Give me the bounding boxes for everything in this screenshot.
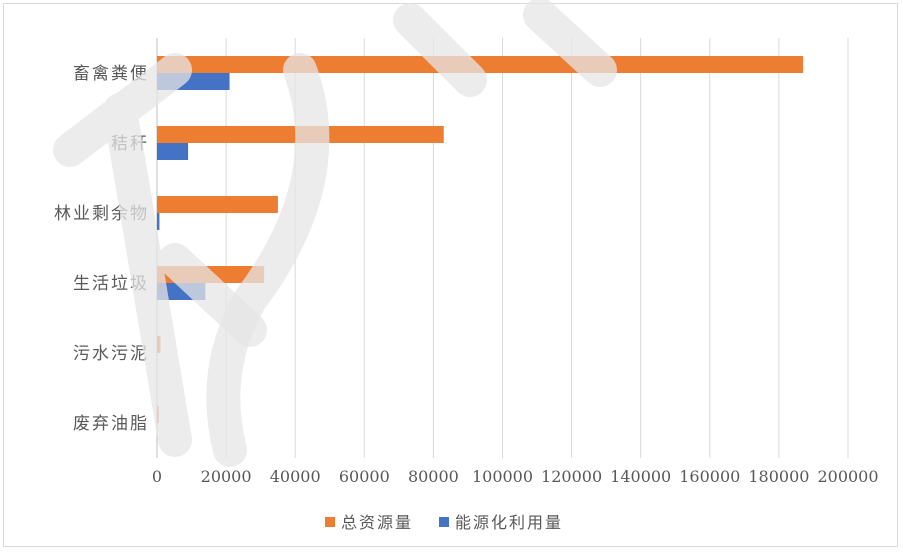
x-tick-label: 80000 bbox=[408, 467, 459, 486]
bar-energy-2 bbox=[157, 213, 160, 230]
category-label: 污水污泥 bbox=[73, 344, 149, 364]
watermark bbox=[53, 0, 617, 467]
x-tick-label: 20000 bbox=[201, 467, 252, 486]
category-label: 废弃油脂 bbox=[73, 414, 149, 434]
x-tick-label: 0 bbox=[152, 467, 162, 486]
legend-label: 总资源量 bbox=[341, 513, 413, 532]
x-tick-label: 160000 bbox=[679, 467, 740, 486]
bar-total-2 bbox=[157, 196, 278, 213]
legend: 总资源量 能源化利用量 bbox=[325, 513, 563, 532]
x-tick-label: 200000 bbox=[817, 467, 878, 486]
x-tick-label: 120000 bbox=[541, 467, 602, 486]
category-label: 畜禽粪便 bbox=[73, 64, 149, 84]
bars bbox=[157, 56, 804, 423]
legend-swatch bbox=[325, 517, 335, 527]
x-tick-label: 40000 bbox=[270, 467, 321, 486]
x-tick-label: 140000 bbox=[610, 467, 671, 486]
x-tick-labels: 0 20000 40000 60000 80000 100000 120000 140000 1… bbox=[152, 467, 879, 486]
x-tick-label: 60000 bbox=[339, 467, 390, 486]
gridlines bbox=[156, 38, 849, 458]
x-tick-label: 180000 bbox=[748, 467, 809, 486]
bar-total-0 bbox=[157, 56, 804, 73]
legend-swatch bbox=[439, 517, 450, 527]
bar-energy-1 bbox=[157, 143, 189, 160]
legend-label: 能源化利用量 bbox=[455, 513, 563, 532]
x-tick-label: 100000 bbox=[472, 467, 533, 486]
category-label: 生活垃圾 bbox=[73, 274, 149, 294]
